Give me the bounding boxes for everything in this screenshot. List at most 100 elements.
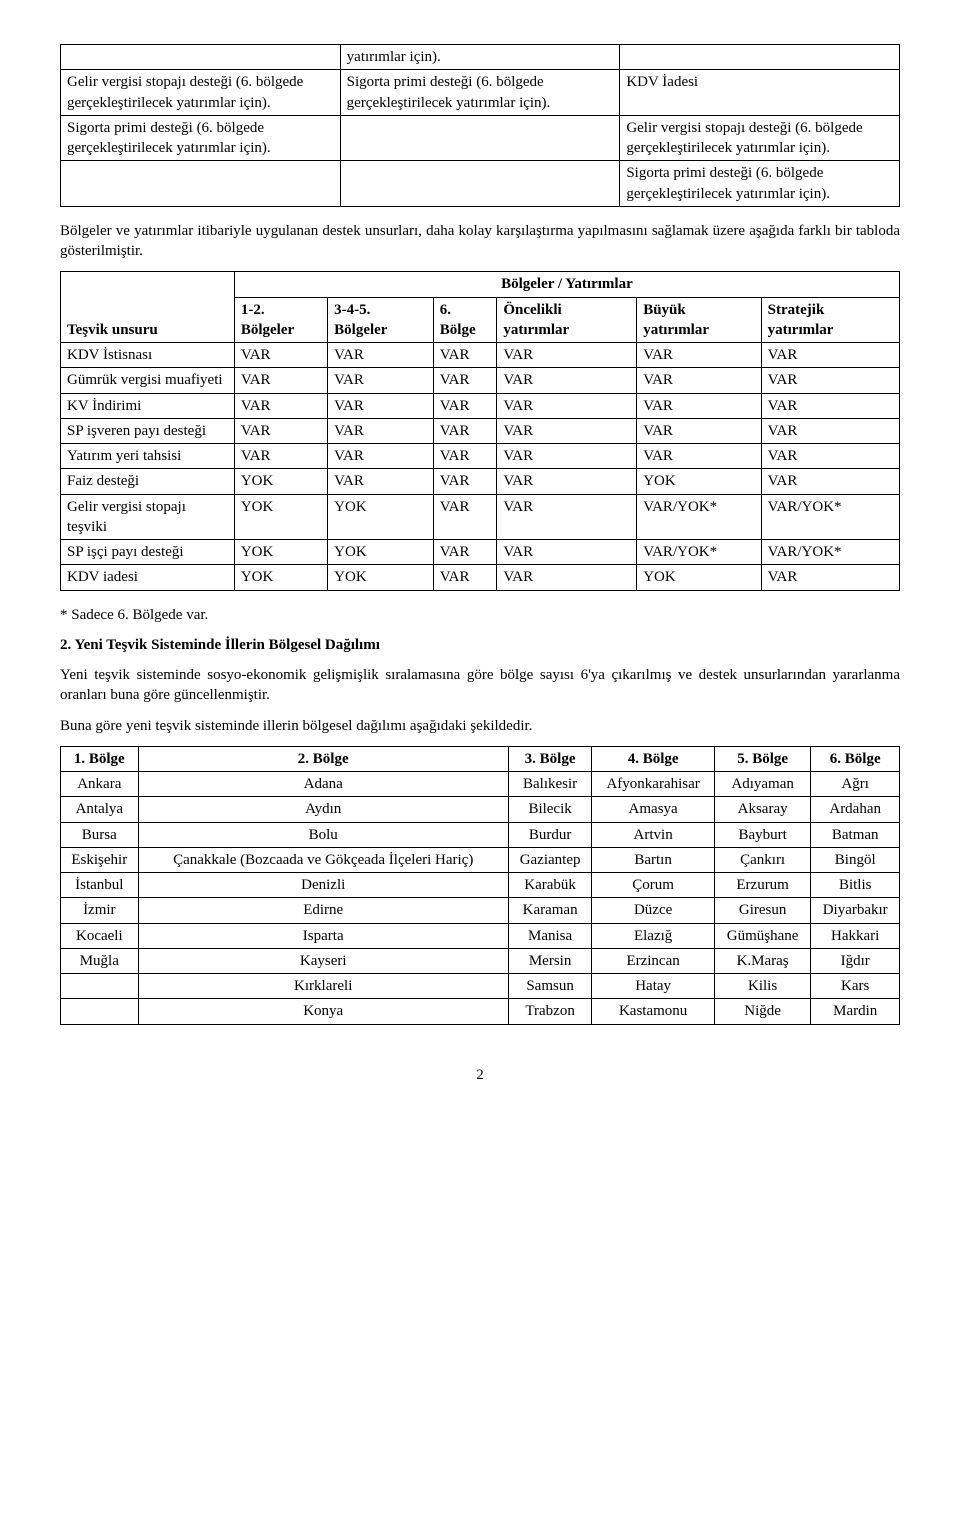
table-cell: Erzurum [714,873,811,898]
table-cell: YOK [234,494,327,540]
table-cell: VAR [497,444,637,469]
table-cell [620,45,900,70]
table-cell: Muğla [61,948,139,973]
table-header-cell: 3. Bölge [508,746,592,771]
table-cell: YOK [234,540,327,565]
table-cell: VAR [761,418,899,443]
table-cell: Sigorta primi desteği (6. bölgede gerçek… [340,70,620,116]
table-cell: Kilis [714,974,811,999]
table-cell: VAR [761,343,899,368]
table-cell: Bingöl [811,847,900,872]
table-cell: Mardin [811,999,900,1024]
table-cell: Bursa [61,822,139,847]
table-cell: VAR [761,393,899,418]
table-cell: Gaziantep [508,847,592,872]
paragraph-intro: Bölgeler ve yatırımlar itibariyle uygula… [60,221,900,262]
table-cell: VAR [497,540,637,565]
table-cell [340,115,620,161]
table-cell: VAR [637,444,761,469]
table-cell: Niğde [714,999,811,1024]
table-cell: Balıkesir [508,772,592,797]
table-cell: KDV İstisnası [61,343,235,368]
table-header-cell: 4. Bölge [592,746,714,771]
table-cell [61,45,341,70]
table-cell: Adıyaman [714,772,811,797]
table-cell: VAR [328,343,434,368]
table-cell: Trabzon [508,999,592,1024]
table-cell: Sigorta primi desteği (6. bölgede gerçek… [620,161,900,207]
table-cell: K.Maraş [714,948,811,973]
table-cell: VAR [234,343,327,368]
table-cell: İzmir [61,898,139,923]
table-cell: Kayseri [138,948,508,973]
table-cell: YOK [328,565,434,590]
table-header-cell: 2. Bölge [138,746,508,771]
table-header-cell: Büyük yatırımlar [637,297,761,343]
table-cell: VAR [761,469,899,494]
table-cell: Çorum [592,873,714,898]
table-cell: VAR [433,368,497,393]
table-cell: Samsun [508,974,592,999]
table-cell: VAR [761,368,899,393]
table-cell: YOK [637,565,761,590]
table-cell: Sigorta primi desteği (6. bölgede gerçek… [61,115,341,161]
table-cell: Elazığ [592,923,714,948]
table-cell: VAR/YOK* [761,540,899,565]
table-cell: Karabük [508,873,592,898]
table-cell: VAR [637,418,761,443]
table-cell: Edirne [138,898,508,923]
paragraph-p3: Buna göre yeni teşvik sisteminde illerin… [60,716,900,736]
table-cell: KDV İadesi [620,70,900,116]
table-cell: VAR [637,393,761,418]
table-cell: Gelir vergisi stopajı desteği (6. bölged… [620,115,900,161]
table-cell: VAR [497,393,637,418]
table-cell: VAR [328,418,434,443]
table-cell: Konya [138,999,508,1024]
table-cell [61,161,341,207]
table-cell: VAR/YOK* [637,540,761,565]
table-cell: KDV iadesi [61,565,235,590]
table-cell: YOK [234,565,327,590]
table-cell [61,999,139,1024]
table-header-cell: 1. Bölge [61,746,139,771]
table-cell: VAR [761,565,899,590]
table-cell [61,974,139,999]
table-cell: Gelir vergisi stopajı teşviki [61,494,235,540]
table-cell: VAR [761,444,899,469]
table-cell: Hakkari [811,923,900,948]
table-header-cell: 1-2. Bölgeler [234,297,327,343]
table-cell: Ağrı [811,772,900,797]
table-support-elements: yatırımlar için). Gelir vergisi stopajı d… [60,44,900,207]
table-cell: Kırklareli [138,974,508,999]
table-cell: VAR [433,565,497,590]
table-cell: VAR [433,343,497,368]
table-cell: Isparta [138,923,508,948]
table-cell: Manisa [508,923,592,948]
table-cell: Gümrük vergisi muafiyeti [61,368,235,393]
table-cell: Batman [811,822,900,847]
table-cell: Antalya [61,797,139,822]
table-cell: Burdur [508,822,592,847]
table-cell: Aksaray [714,797,811,822]
table-cell: VAR/YOK* [761,494,899,540]
table-cell: Düzce [592,898,714,923]
table-cell: YOK [328,494,434,540]
table-cell [340,161,620,207]
table-cell: Kars [811,974,900,999]
table-cell: Ardahan [811,797,900,822]
table-cell: VAR/YOK* [637,494,761,540]
table-cell: Çanakkale (Bozcaada ve Gökçeada İlçeleri… [138,847,508,872]
table-cell: Bilecik [508,797,592,822]
table-cell: VAR [497,418,637,443]
table-cell: VAR [497,368,637,393]
table-cell: Bayburt [714,822,811,847]
table-cell: VAR [497,343,637,368]
table-cell: VAR [433,494,497,540]
table-cell: VAR [234,393,327,418]
table-cell: YOK [328,540,434,565]
table-cell: Bartın [592,847,714,872]
note-star: * Sadece 6. Bölgede var. [60,605,900,625]
table-cell: YOK [234,469,327,494]
table-cell: yatırımlar için). [340,45,620,70]
table-header-cell: Öncelikli yatırımlar [497,297,637,343]
